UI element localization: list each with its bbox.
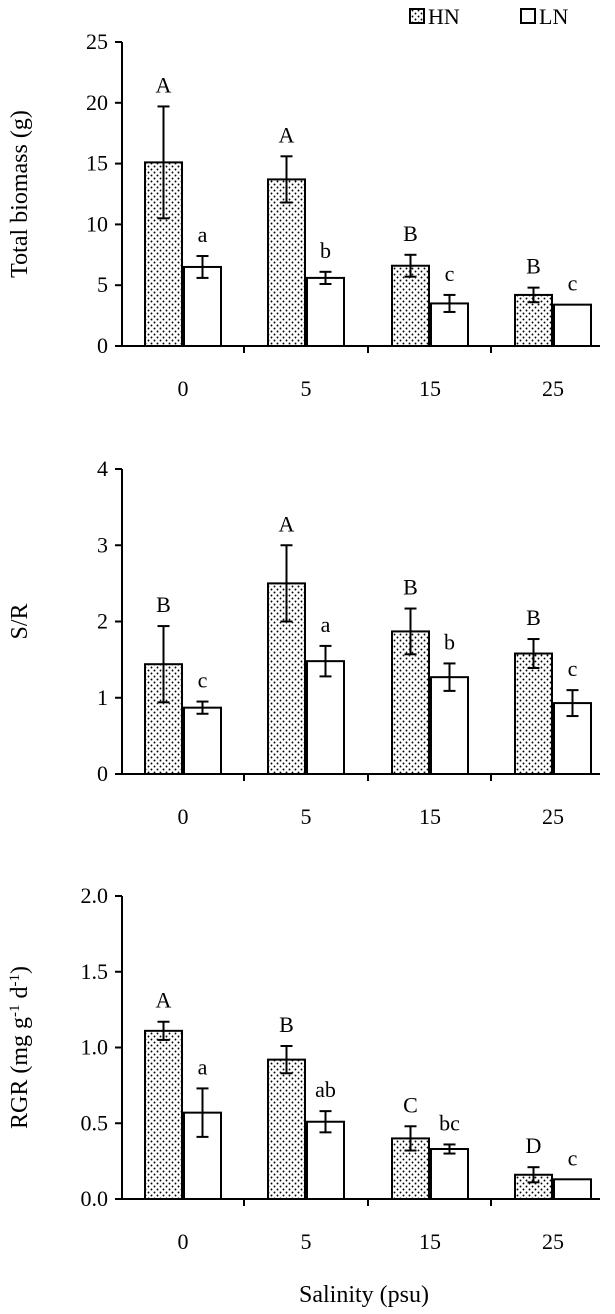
panel2-x-tick-label-0: 0 (178, 1229, 189, 1254)
panel0-y-tick-label-15: 15 (86, 151, 108, 176)
legend-label-hn: HN (428, 4, 460, 29)
panel2-sig-label-hn-5: B (279, 1012, 294, 1037)
panel2-y-axis-title-part-0: RGR (mg g (7, 1017, 33, 1129)
panel0-y-axis-title: Total biomass (g) (7, 110, 33, 278)
panel2-y-tick-label-0-0: 0.0 (81, 1186, 109, 1211)
panel2-y-tick-label-1-0: 1.0 (81, 1035, 109, 1060)
legend: HN LN (409, 4, 568, 29)
legend-swatch-ln (520, 8, 536, 24)
panel0-x-tick-label-5: 5 (301, 376, 312, 401)
panel1-x-tick-label-15: 15 (419, 804, 441, 829)
panel2-x-tick-label-15: 15 (419, 1229, 441, 1254)
panel2-y-axis-title-part-3: -1 (7, 974, 23, 987)
panel2-sig-label-ln-0: a (198, 1054, 208, 1079)
panel2-sig-label-ln-25: c (568, 1145, 578, 1170)
panel1-y-tick-label-0: 0 (97, 761, 108, 786)
panel1-sig-label-ln-25: c (568, 656, 578, 681)
panel0-sig-label-hn-5: A (279, 122, 295, 147)
panel0-sig-label-hn-25: B (526, 254, 541, 279)
panel2-sig-label-hn-15: C (403, 1092, 418, 1117)
panel0-y-tick-label-0: 0 (97, 333, 108, 358)
panel1-bar-hn-25 (514, 652, 553, 776)
panel2-y-axis-title-part-4: ) (7, 966, 33, 974)
panel1-y-tick-label-3: 3 (97, 532, 108, 557)
panel0-y-tick-label-25: 25 (86, 29, 108, 54)
panel0-bar-ln-0 (183, 265, 222, 347)
panel2-bar-hn-0 (144, 1029, 183, 1200)
panel2-sig-label-hn-0: A (156, 988, 172, 1013)
panel0-bar-ln-5 (306, 276, 345, 347)
panel2-y-tick-label-1-5: 1.5 (81, 959, 109, 984)
panel2-bar-ln-5 (306, 1120, 345, 1200)
panel0-sig-label-hn-0: A (156, 72, 172, 97)
panel1-sig-label-hn-25: B (526, 605, 541, 630)
panel0-y-tick-label-10: 10 (86, 211, 108, 236)
panel2-sig-label-ln-5: ab (315, 1077, 336, 1102)
panel2-x-tick-label-5: 5 (301, 1229, 312, 1254)
panel0-bar-hn-25 (514, 293, 553, 348)
panel1-y-tick-label-4: 4 (97, 456, 108, 481)
panel0-bar-hn-15 (391, 264, 430, 347)
panel1-y-tick-label-1: 1 (97, 685, 108, 710)
panel0-sig-label-ln-25: c (568, 271, 578, 296)
panel2-bar-hn-5 (267, 1058, 306, 1200)
chart-panel-total-biomass: 0 5 10 15 20 25 0 5 15 25 Total biomass (g) A A B Ba b c… (7, 29, 600, 401)
panel1-x-tick-label-5: 5 (301, 804, 312, 829)
panel2-y-axis-title: RGR (mg g-1 d-1) (7, 966, 33, 1129)
panel2-bar-ln-25 (553, 1178, 592, 1201)
panel1-sig-label-ln-5: a (321, 612, 331, 637)
panel0-sig-label-ln-0: a (198, 222, 208, 247)
panel0-bar-ln-25 (553, 303, 592, 348)
panel2-y-axis-title-part-1: -1 (7, 1004, 23, 1017)
panel1-sig-label-ln-15: b (444, 629, 455, 654)
panel1-x-tick-label-0: 0 (178, 804, 189, 829)
panel2-bar-ln-15 (430, 1148, 469, 1201)
panel0-x-tick-label-15: 15 (419, 376, 441, 401)
panel1-bar-ln-15 (430, 676, 469, 775)
panel2-y-tick-label-0-5: 0.5 (81, 1110, 109, 1135)
panel0-sig-label-ln-15: c (445, 261, 455, 286)
panel2-y-tick-label-2-0: 2.0 (81, 883, 109, 908)
panel2-y-axis-title-part-2: d (7, 986, 33, 1004)
legend-label-ln: LN (539, 4, 568, 29)
panel0-y-tick-label-5: 5 (97, 272, 108, 297)
panel1-sig-label-hn-0: B (156, 592, 171, 617)
panel2-sig-label-hn-25: D (526, 1133, 542, 1158)
panel1-x-tick-label-25: 25 (542, 804, 564, 829)
panel2-x-tick-label-25: 25 (542, 1229, 564, 1254)
panel2-sig-label-ln-15: bc (439, 1110, 460, 1135)
panel0-sig-label-ln-5: b (320, 238, 331, 263)
x-axis-title: Salinity (psu) (299, 1282, 429, 1308)
panel1-bar-ln-5 (306, 660, 345, 776)
panel1-sig-label-hn-5: A (279, 511, 295, 536)
panel0-sig-label-hn-15: B (403, 221, 418, 246)
chart-panel-sr: 0 1 2 3 4 0 5 15 25 S/R B A B Bc a b c (7, 456, 600, 829)
panel1-y-axis-title: S/R (7, 603, 33, 639)
panel1-sig-label-hn-15: B (403, 575, 418, 600)
panel0-x-tick-label-25: 25 (542, 376, 564, 401)
panel1-bar-ln-0 (183, 706, 222, 775)
panel0-y-tick-label-20: 20 (86, 90, 108, 115)
panel1-y-tick-label-2: 2 (97, 609, 108, 634)
panel0-bar-hn-5 (267, 178, 306, 347)
panel0-x-tick-label-0: 0 (178, 376, 189, 401)
panel1-sig-label-ln-0: c (198, 668, 208, 693)
legend-swatch-hn (409, 8, 425, 24)
